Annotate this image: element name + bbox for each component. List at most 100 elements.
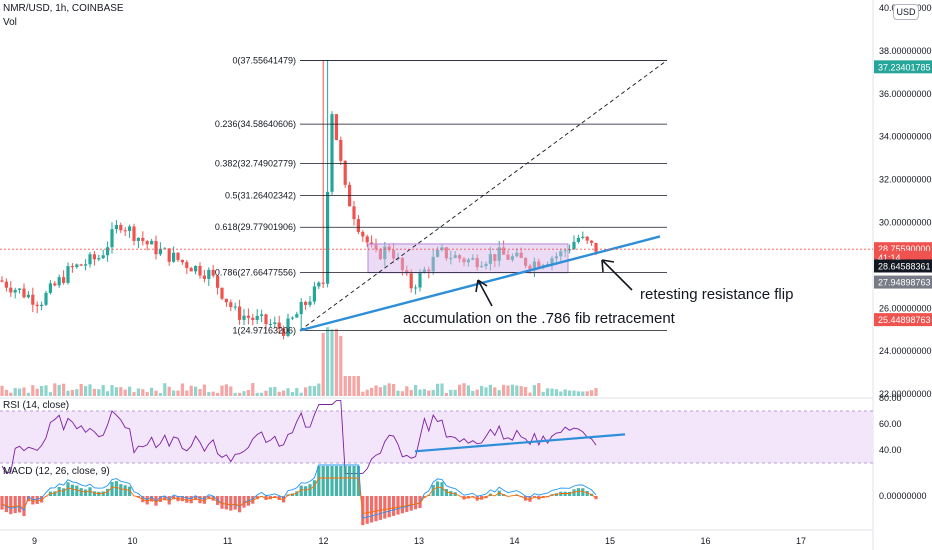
volume-bar: [145, 392, 149, 396]
candles-group: [0, 60, 598, 340]
volume-bar: [242, 391, 246, 396]
candle-body: [568, 249, 572, 251]
x-tick-label: 17: [796, 536, 806, 546]
volume-bar: [365, 389, 369, 396]
candle-body: [576, 237, 580, 242]
volume-bar: [422, 389, 426, 396]
volume-bar: [383, 385, 387, 396]
macd-histogram-bar: [84, 489, 88, 496]
y-tick-label: 32.00000000: [879, 175, 932, 185]
signal-line: [1, 477, 597, 515]
macd-histogram-bar: [62, 488, 66, 496]
candle-body: [246, 315, 250, 318]
volume-bar: [532, 385, 536, 396]
candle-body: [26, 294, 30, 298]
volume-bar: [40, 385, 44, 396]
macd-histogram-bar: [431, 484, 435, 496]
volume-label: Vol: [3, 17, 17, 28]
volume-bar: [475, 389, 479, 396]
macd-line: [1, 464, 597, 519]
candle-body: [330, 114, 334, 192]
retest-arrow: [601, 259, 633, 291]
volume-bar: [22, 387, 26, 396]
macd-histogram-bar: [238, 496, 242, 513]
candle-body: [334, 114, 338, 140]
volume-bar: [356, 376, 360, 396]
macd-histogram-bar: [576, 488, 580, 496]
macd-histogram-bar: [242, 496, 246, 508]
volume-bar: [484, 387, 488, 396]
candle-body: [172, 252, 176, 262]
candle-body: [180, 259, 184, 263]
volume-bar: [537, 383, 541, 396]
macd-histogram-bar: [35, 496, 39, 505]
volume-bar: [123, 389, 127, 396]
candle-body: [53, 283, 57, 286]
macd-histogram-bar: [114, 481, 118, 496]
candle-body: [317, 282, 321, 287]
macd-histogram-bar: [198, 496, 202, 504]
x-tick-label: 13: [414, 536, 424, 546]
rsi-trendline: [414, 433, 626, 453]
symbol-title: NMR/USD, 1h, COINBASE: [3, 3, 124, 14]
candle-body: [255, 315, 259, 320]
macd-histogram-bar: [185, 496, 189, 503]
fib-level-label: 0.236(34.58640606): [215, 119, 296, 129]
volume-bar: [163, 383, 167, 396]
macd-histogram-bar: [0, 496, 4, 510]
candle-body: [136, 237, 140, 241]
price-tag: [874, 259, 932, 273]
currency-button[interactable]: USD: [893, 4, 919, 20]
volume-bar: [576, 391, 580, 396]
rsi-tick-label: 60.00: [879, 419, 902, 429]
macd-histogram-bar: [383, 496, 387, 519]
volume-bar: [246, 390, 250, 396]
volume-bar: [141, 389, 145, 396]
volume-bar: [286, 388, 290, 396]
macd-histogram-bar: [4, 496, 8, 513]
candle-body: [216, 275, 220, 288]
macd-histogram-bar: [370, 496, 374, 523]
volume-bar: [198, 389, 202, 396]
volume-bar: [207, 392, 211, 396]
macd-histogram-bar: [581, 488, 585, 496]
candle-body: [361, 231, 365, 237]
accumulation-arrow: [475, 279, 493, 307]
volume-bar: [396, 390, 400, 396]
macd-histogram-bar: [299, 485, 303, 496]
candle-body: [194, 265, 198, 272]
candle-body: [220, 287, 224, 299]
volume-bar: [290, 392, 294, 396]
price-tag: [874, 60, 932, 74]
x-tick-label: 16: [701, 536, 711, 546]
volume-bar: [0, 385, 4, 396]
macd-histogram-bar: [409, 496, 413, 511]
candle-body: [282, 328, 286, 337]
volume-bar: [194, 386, 198, 396]
macd-histogram-bar: [321, 466, 325, 496]
candle-body: [198, 265, 202, 276]
candle-body: [409, 273, 413, 289]
rsi-line: [1, 400, 597, 474]
volume-bar: [224, 384, 228, 396]
volume-bar: [88, 384, 92, 396]
volume-bar: [66, 390, 70, 396]
volume-bar: [92, 388, 96, 396]
candle-body: [44, 292, 48, 305]
volume-bar: [370, 387, 374, 396]
macd-histogram-bar: [348, 466, 352, 496]
volume-bar: [18, 388, 22, 396]
volume-bar: [409, 390, 413, 396]
y-tick-label: 34.00000000: [879, 132, 932, 142]
volume-bar: [510, 384, 514, 396]
volume-bar: [339, 335, 343, 396]
volume-bar: [471, 390, 475, 396]
volume-group: [0, 327, 598, 396]
volume-bar: [321, 332, 325, 396]
candle-body: [290, 317, 294, 319]
y-tick-label: 30.00000000: [879, 218, 932, 228]
candle-body: [277, 322, 281, 329]
volume-bar: [299, 392, 303, 396]
volume-bar: [392, 384, 396, 396]
